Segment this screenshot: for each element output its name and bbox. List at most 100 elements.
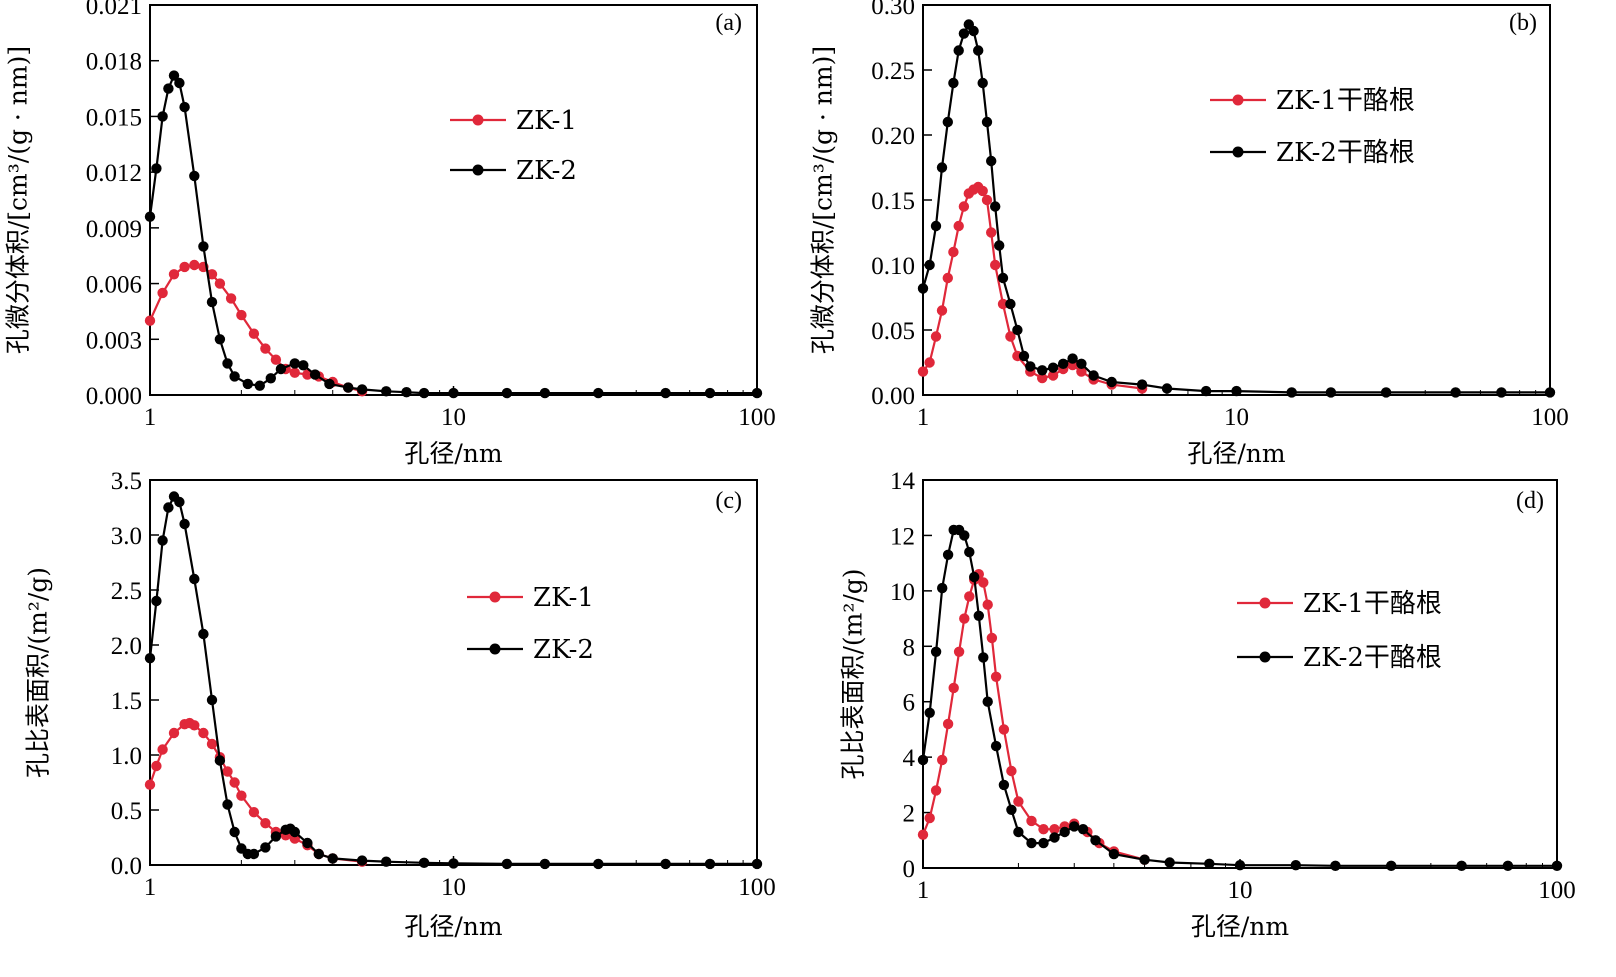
data-point <box>990 671 1002 682</box>
data-point <box>189 573 200 585</box>
data-point <box>660 858 671 870</box>
data-point <box>1067 353 1078 364</box>
data-point <box>302 837 313 849</box>
x-tick-label: 100 <box>1538 877 1576 904</box>
legend-marker <box>472 114 484 126</box>
legend-entry: ZK-1干酪根 <box>1276 86 1415 116</box>
data-point <box>981 116 993 128</box>
data-point <box>1077 824 1089 835</box>
y-tick-label: 3.5 <box>111 468 142 495</box>
data-point <box>1038 837 1049 849</box>
series-2 <box>917 524 1563 871</box>
data-point <box>1136 379 1148 390</box>
data-point <box>986 155 997 167</box>
y-tick-label: 0.003 <box>86 327 142 354</box>
data-point <box>313 848 324 860</box>
data-point <box>1013 826 1024 838</box>
data-point <box>242 378 253 390</box>
data-point <box>1231 385 1242 397</box>
data-point <box>1450 387 1461 398</box>
data-point <box>144 653 156 664</box>
data-point <box>206 694 218 706</box>
data-point <box>151 163 162 174</box>
x-tick-label: 10 <box>1228 877 1253 904</box>
y-tick-label: 0.015 <box>86 104 142 131</box>
legend-marker <box>472 164 484 176</box>
x-tick-label: 1 <box>144 404 157 431</box>
data-point <box>1012 324 1023 336</box>
data-point <box>977 77 988 89</box>
legend-entry: ZK-1 <box>533 583 594 613</box>
data-point <box>248 807 260 818</box>
y-tick-label: 0.00 <box>871 383 915 410</box>
data-point <box>163 502 174 513</box>
y-tick-label: 8 <box>903 634 916 661</box>
legend-entry: ZK-2 <box>533 635 594 665</box>
data-point <box>1005 331 1016 342</box>
data-point <box>1204 858 1215 869</box>
data-point <box>381 856 392 867</box>
data-point <box>198 628 209 640</box>
series-2 <box>144 70 763 399</box>
data-point <box>501 387 513 399</box>
data-point <box>1076 366 1087 377</box>
data-point <box>978 577 989 588</box>
data-point <box>236 309 247 321</box>
data-point <box>324 378 335 390</box>
data-point <box>289 367 300 378</box>
data-point <box>539 858 551 870</box>
data-point <box>260 818 271 829</box>
data-point <box>1551 860 1563 871</box>
data-point <box>1286 387 1297 398</box>
data-point <box>448 387 459 399</box>
data-point <box>930 331 942 342</box>
data-point <box>1025 361 1036 372</box>
data-point <box>998 724 1010 735</box>
data-point <box>189 720 200 731</box>
data-point <box>1544 387 1556 398</box>
series-line <box>921 22 1550 394</box>
data-point <box>948 682 959 694</box>
data-point <box>214 334 226 345</box>
chart-panel-d: 1 10 100 0 2 4 6 8 10 12 14 孔径/nm 孔比表面积/(m²/g) (d) ZK-… <box>839 468 1576 941</box>
data-point <box>206 269 218 280</box>
y-axis-title: 孔微分体积/[cm³/(g · nm)] <box>809 46 838 354</box>
data-point <box>501 858 513 870</box>
data-point <box>593 387 604 399</box>
y-axis-title: 孔比表面积/(m²/g) <box>839 568 868 779</box>
data-point <box>189 259 200 271</box>
data-point <box>978 652 989 663</box>
x-tick-label: 100 <box>738 874 776 901</box>
data-point <box>942 718 954 730</box>
legend-entry: ZK-2 <box>516 156 577 186</box>
y-tick-label: 0.15 <box>871 188 915 215</box>
data-point <box>990 259 1001 271</box>
data-point <box>958 28 970 39</box>
legend: ZK-1干酪根 ZK-2干酪根 <box>1237 589 1442 673</box>
data-point <box>1013 796 1024 807</box>
data-point <box>964 591 975 602</box>
data-point <box>1106 376 1117 388</box>
data-point <box>1139 854 1150 865</box>
data-point <box>1234 860 1246 871</box>
data-point <box>298 360 309 371</box>
data-point <box>1047 362 1059 373</box>
data-point <box>930 220 942 232</box>
data-point <box>986 632 998 644</box>
data-point <box>936 162 948 173</box>
x-tick-label: 100 <box>738 404 776 431</box>
data-point <box>157 287 168 299</box>
data-point <box>930 785 942 796</box>
data-point <box>1006 765 1017 777</box>
data-point <box>1026 837 1037 849</box>
y-tick-label: 3.0 <box>111 523 142 550</box>
legend-marker <box>1232 146 1244 158</box>
panel-label: (b) <box>1509 10 1537 36</box>
data-point <box>959 530 970 541</box>
data-point <box>1164 857 1175 868</box>
y-tick-label: 0.000 <box>86 383 142 410</box>
data-point <box>229 777 240 788</box>
data-point <box>1059 826 1070 838</box>
data-point <box>248 848 260 860</box>
panel-label: (c) <box>715 488 742 514</box>
